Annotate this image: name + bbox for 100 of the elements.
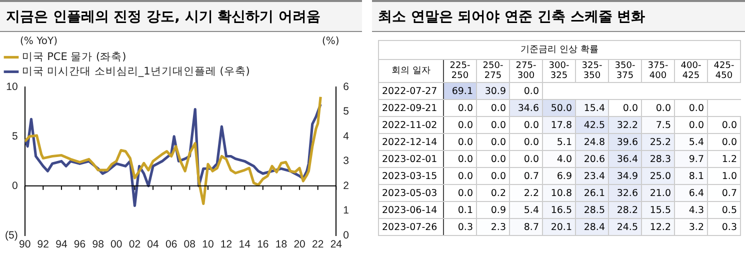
- data-label: 6.4: [674, 184, 708, 202]
- y2-tick-label: 0: [343, 229, 350, 242]
- data-label: 12.2: [642, 218, 674, 236]
- x-tick-label: 14: [238, 238, 251, 251]
- x-tick-label: 12: [220, 238, 232, 251]
- data-label: 50.0: [542, 100, 576, 116]
- y2-tick-label: 1: [343, 204, 350, 217]
- data-label: 0.0: [510, 134, 542, 150]
- data-label: 0.0: [674, 116, 708, 134]
- data-label: 0.0: [444, 168, 476, 184]
- data-label: 42.5: [576, 116, 608, 134]
- y-tick-label: 5: [12, 130, 18, 142]
- x-tick-label: 400-425: [674, 60, 708, 82]
- y2-tick-label: 3: [343, 155, 350, 168]
- data-label: 34.9: [608, 168, 642, 184]
- data-label: 32.6: [608, 184, 642, 202]
- x-tick-label: 225-250: [444, 60, 476, 82]
- data-label: 4.3: [674, 202, 708, 218]
- data-label: 39.6: [608, 134, 642, 150]
- data-label: 0.0: [476, 100, 510, 116]
- data-label: 25.0: [642, 168, 674, 184]
- legend-label: 미국 미시간대 소비심리_1년기대인플레 (우축): [22, 65, 250, 78]
- data-label: 0.0: [444, 150, 476, 168]
- data-label: 0.9: [476, 202, 510, 218]
- x-tick-label: 04: [147, 238, 160, 251]
- x-tick-label: 275-300: [510, 60, 542, 82]
- data-label: 9.7: [674, 150, 708, 168]
- data-label: 0.2: [476, 184, 510, 202]
- data-label: 2.2: [510, 184, 542, 202]
- x-tick-label: 375-400: [642, 60, 674, 82]
- data-label: 0.0: [476, 134, 510, 150]
- x-tick-label: 08: [184, 238, 196, 251]
- y-tick-label: 0: [12, 180, 18, 192]
- x-tick-label: 250-275: [476, 60, 510, 82]
- x-tick-label: 96: [74, 238, 86, 251]
- data-label: 0.0: [708, 116, 740, 134]
- data-label: 15.4: [576, 100, 608, 116]
- y2-tick-label: 6: [343, 80, 350, 93]
- data-label: 4.0: [542, 150, 576, 168]
- data-label: 28.3: [642, 150, 674, 168]
- data-label: 16.5: [542, 202, 576, 218]
- data-label: 8.1: [674, 168, 708, 184]
- y-tick-label: 2023-05-03: [378, 184, 444, 202]
- data-label: 0.0: [476, 168, 510, 184]
- data-label: 17.8: [542, 116, 576, 134]
- chart-subtitle: 기준금리 인상 확률: [378, 40, 740, 60]
- data-label: 1.0: [708, 168, 740, 184]
- y-axis-title: (% YoY): [20, 36, 58, 47]
- x-tick-label: 20: [294, 238, 306, 251]
- x-tick-label: 350-375: [608, 60, 642, 82]
- data-label: 5.1: [542, 134, 576, 150]
- data-label: 28.2: [608, 202, 642, 218]
- data-label: 0.0: [444, 100, 476, 116]
- y-tick-label: 2022-12-14: [378, 134, 444, 150]
- data-label: 24.5: [608, 218, 642, 236]
- x-tick-label: 18: [275, 238, 288, 251]
- data-label: 0.0: [510, 116, 542, 134]
- x-tick-label: 425-450: [708, 60, 740, 82]
- data-label: 21.0: [642, 184, 674, 202]
- data-label: 69.1: [444, 82, 476, 100]
- x-tick-label: 90: [18, 238, 31, 251]
- x-tick-label: 02: [128, 238, 141, 251]
- x-tick-label: 06: [165, 238, 178, 251]
- chart-title: 지금은 인플레의 진정 강도, 시기 확신하기 어려움: [0, 0, 362, 32]
- data-label: 0.0: [510, 150, 542, 168]
- data-label: 15.5: [642, 202, 674, 218]
- x-tick-label: 10: [202, 238, 214, 251]
- y-tick-label: 2023-06-14: [378, 202, 444, 218]
- data-label: 0.0: [444, 116, 476, 134]
- chart-title: 최소 연말은 되어야 연준 긴축 스케줄 변화: [372, 0, 745, 32]
- y-tick-label: (5): [4, 229, 18, 242]
- x-tick-label: 325-350: [576, 60, 608, 82]
- data-label: 0.7: [510, 168, 542, 184]
- y-tick-label: 2022-07-27: [378, 82, 444, 100]
- data-label: 0.3: [444, 218, 476, 236]
- y-tick-label: 10: [6, 80, 18, 93]
- data-label: 32.2: [608, 116, 642, 134]
- data-label: 8.7: [510, 218, 542, 236]
- data-label: 34.6: [510, 100, 542, 116]
- data-label: 3.2: [674, 218, 708, 236]
- data-label: 6.9: [542, 168, 576, 184]
- data-label: 23.4: [576, 168, 608, 184]
- legend-label: 미국 PCE 물가 (좌축): [22, 50, 126, 63]
- data-label: 0.0: [674, 100, 708, 116]
- data-label: 0.7: [708, 184, 740, 202]
- y-tick-label: 2023-03-15: [378, 168, 444, 184]
- data-label: 25.2: [642, 134, 674, 150]
- y2-tick-label: 2: [343, 180, 350, 192]
- x-tick-label: 300-325: [542, 60, 576, 82]
- data-label: 0.1: [444, 202, 476, 218]
- data-label: 0.0: [476, 116, 510, 134]
- y2-axis-title: (%): [322, 36, 340, 47]
- data-label: 36.4: [608, 150, 642, 168]
- data-label: 0.0: [608, 100, 642, 116]
- x-tick-label: 24: [330, 238, 342, 251]
- data-label: 26.1: [576, 184, 608, 202]
- data-label: 0.0: [444, 184, 476, 202]
- data-label: 0.0: [444, 134, 476, 150]
- x-tick-label: 94: [56, 238, 68, 251]
- x-tick-label: 22: [312, 238, 324, 251]
